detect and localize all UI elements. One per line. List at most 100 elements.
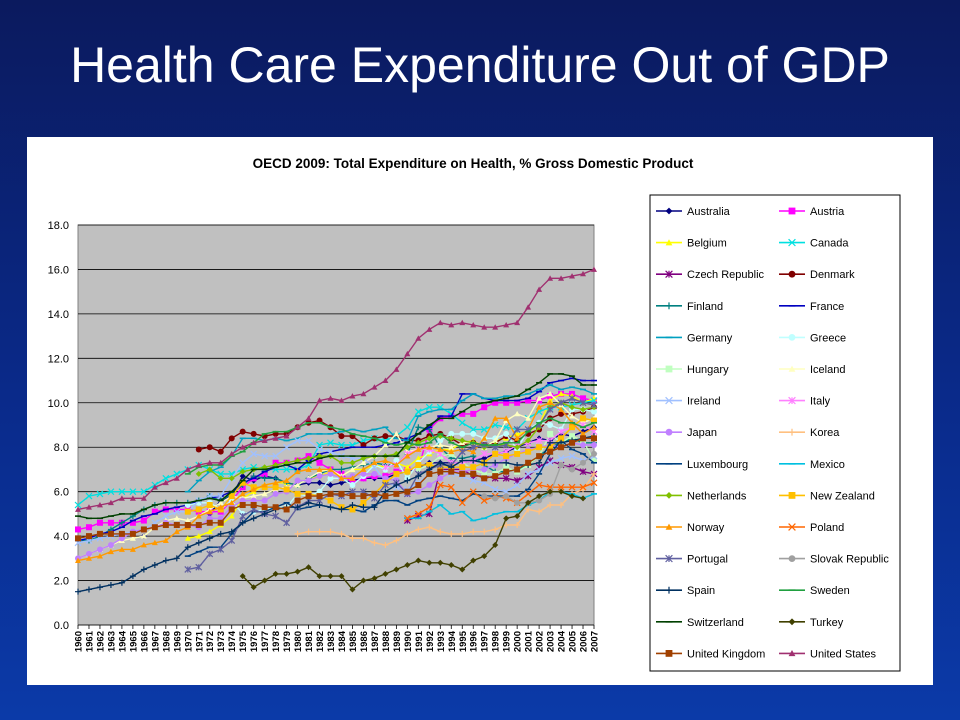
legend-item-netherlands: Netherlands xyxy=(656,490,747,502)
data-point xyxy=(294,437,301,444)
x-tick-label: 1998 xyxy=(491,631,502,652)
data-point xyxy=(162,474,170,482)
data-point xyxy=(173,515,180,521)
legend-item-slovak-republic: Slovak Republic xyxy=(779,554,889,566)
legend-label: Canada xyxy=(810,238,849,250)
data-point xyxy=(514,513,521,520)
data-point xyxy=(162,557,169,564)
data-point xyxy=(557,428,565,436)
x-tick-label: 1966 xyxy=(139,631,150,652)
legend-item-poland: Poland xyxy=(779,522,844,534)
data-point xyxy=(184,508,191,515)
data-point xyxy=(591,424,597,430)
data-point xyxy=(591,408,597,415)
data-point xyxy=(459,464,466,471)
data-point xyxy=(448,322,455,328)
data-point xyxy=(371,459,378,466)
data-point xyxy=(228,499,235,506)
legend-item-denmark: Denmark xyxy=(779,269,855,281)
data-point xyxy=(162,479,169,486)
data-point xyxy=(228,435,235,442)
data-point xyxy=(788,334,796,341)
data-point xyxy=(228,450,235,457)
legend-label: Iceland xyxy=(810,364,845,376)
data-point xyxy=(272,479,279,486)
legend-label: Denmark xyxy=(810,269,855,281)
data-point xyxy=(580,495,587,502)
data-point xyxy=(492,542,499,548)
data-point xyxy=(250,515,257,522)
data-point xyxy=(558,488,565,495)
data-point xyxy=(338,479,345,486)
data-point xyxy=(184,544,191,551)
data-point xyxy=(665,586,673,594)
data-point xyxy=(228,506,235,513)
legend-label: Korea xyxy=(810,427,840,439)
series-switzerland xyxy=(75,373,597,520)
legend-item-hungary: Hungary xyxy=(656,364,729,376)
data-point xyxy=(415,455,422,461)
data-point xyxy=(381,463,389,471)
data-point xyxy=(338,459,345,466)
data-point xyxy=(140,517,147,524)
data-point xyxy=(426,524,433,531)
data-point xyxy=(524,490,532,498)
data-point xyxy=(217,504,224,510)
data-point xyxy=(360,466,367,472)
data-point xyxy=(514,466,521,473)
x-tick-label: 1978 xyxy=(271,631,282,652)
x-tick-label: 1996 xyxy=(469,631,480,652)
data-point xyxy=(195,462,202,468)
x-tick-label: 1967 xyxy=(150,631,161,652)
legend-item-portugal: Portugal xyxy=(656,554,728,566)
data-point xyxy=(96,519,103,526)
data-point xyxy=(492,459,499,466)
data-point xyxy=(503,468,510,475)
y-tick-label: 18.0 xyxy=(48,220,69,232)
data-point xyxy=(371,384,378,390)
data-point xyxy=(140,526,147,533)
data-point xyxy=(591,266,597,272)
data-point xyxy=(665,396,673,405)
legend-label: Ireland xyxy=(687,396,721,408)
data-point xyxy=(404,477,411,484)
data-point xyxy=(239,428,246,435)
data-point xyxy=(437,319,444,326)
data-point xyxy=(360,535,367,542)
data-point xyxy=(305,437,312,444)
x-tick-label: 1983 xyxy=(326,631,337,652)
data-point xyxy=(316,473,323,480)
data-point xyxy=(492,473,499,480)
legend-label: Austria xyxy=(810,206,845,218)
data-point xyxy=(591,435,597,442)
data-point xyxy=(525,397,532,404)
data-point xyxy=(349,586,356,593)
legend-label: Netherlands xyxy=(687,490,747,502)
data-point xyxy=(436,450,444,458)
data-point xyxy=(305,493,312,500)
legend-label: Czech Republic xyxy=(687,269,765,281)
data-point xyxy=(305,477,312,484)
data-point xyxy=(569,273,576,279)
data-point xyxy=(75,557,81,563)
data-point xyxy=(360,577,367,584)
data-point xyxy=(162,512,170,520)
data-point xyxy=(327,573,334,580)
data-point xyxy=(382,493,389,500)
data-point xyxy=(217,459,224,466)
data-point xyxy=(569,404,576,411)
data-point xyxy=(305,455,312,462)
legend-label: Germany xyxy=(687,332,733,344)
data-point xyxy=(349,502,356,508)
data-point xyxy=(788,492,796,499)
data-point xyxy=(327,528,334,535)
legend-item-canada: Canada xyxy=(779,238,849,250)
data-point xyxy=(118,519,125,526)
data-point xyxy=(162,522,169,528)
data-point xyxy=(665,492,673,499)
slide-title: Health Care Expenditure Out of GDP xyxy=(70,37,890,93)
data-point xyxy=(239,479,246,486)
data-point xyxy=(436,481,444,489)
data-point xyxy=(261,452,269,460)
data-point xyxy=(788,650,796,657)
